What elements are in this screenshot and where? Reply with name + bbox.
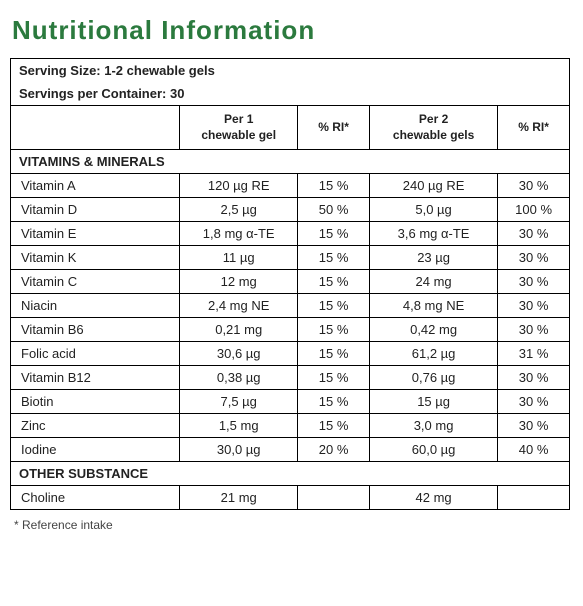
header-ri2: % RI* bbox=[498, 106, 570, 150]
table-cell: Vitamin B12 bbox=[11, 366, 180, 390]
table-row: Vitamin A120 µg RE15 %240 µg RE30 % bbox=[11, 174, 570, 198]
nutrition-table: Serving Size: 1-2 chewable gels Servings… bbox=[10, 58, 570, 510]
table-cell: 60,0 µg bbox=[369, 438, 497, 462]
table-cell: 15 % bbox=[298, 390, 370, 414]
section-other: OTHER SUBSTANCE bbox=[11, 462, 570, 486]
table-row: Biotin7,5 µg15 %15 µg30 % bbox=[11, 390, 570, 414]
table-cell: 15 % bbox=[298, 294, 370, 318]
table-cell: 1,8 mg α-TE bbox=[180, 222, 298, 246]
serving-size: Serving Size: 1-2 chewable gels bbox=[11, 59, 570, 83]
table-cell: 15 % bbox=[298, 414, 370, 438]
table-cell: Iodine bbox=[11, 438, 180, 462]
table-row: Vitamin D2,5 µg50 %5,0 µg100 % bbox=[11, 198, 570, 222]
table-cell: 30 % bbox=[498, 222, 570, 246]
section-other-label: OTHER SUBSTANCE bbox=[11, 462, 570, 486]
table-row: Vitamin E1,8 mg α-TE15 %3,6 mg α-TE30 % bbox=[11, 222, 570, 246]
table-cell bbox=[298, 486, 370, 510]
table-cell: 2,4 mg NE bbox=[180, 294, 298, 318]
table-cell: 23 µg bbox=[369, 246, 497, 270]
table-cell: 21 mg bbox=[180, 486, 298, 510]
table-cell: 120 µg RE bbox=[180, 174, 298, 198]
table-cell: 240 µg RE bbox=[369, 174, 497, 198]
table-cell: Vitamin B6 bbox=[11, 318, 180, 342]
header-row: Per 1chewable gel % RI* Per 2chewable ge… bbox=[11, 106, 570, 150]
table-cell: Vitamin K bbox=[11, 246, 180, 270]
table-cell: 100 % bbox=[498, 198, 570, 222]
table-cell: 42 mg bbox=[369, 486, 497, 510]
table-row: Vitamin B120,38 µg15 %0,76 µg30 % bbox=[11, 366, 570, 390]
table-cell: 24 mg bbox=[369, 270, 497, 294]
header-per1: Per 1chewable gel bbox=[180, 106, 298, 150]
table-cell: 30 % bbox=[498, 246, 570, 270]
header-blank bbox=[11, 106, 180, 150]
section-vitamins: VITAMINS & MINERALS bbox=[11, 150, 570, 174]
table-row: Niacin2,4 mg NE15 %4,8 mg NE30 % bbox=[11, 294, 570, 318]
table-cell: 30 % bbox=[498, 366, 570, 390]
table-cell: 4,8 mg NE bbox=[369, 294, 497, 318]
table-cell: 30 % bbox=[498, 390, 570, 414]
table-cell: 15 % bbox=[298, 174, 370, 198]
table-row: Vitamin C12 mg15 %24 mg30 % bbox=[11, 270, 570, 294]
serving-size-row: Serving Size: 1-2 chewable gels bbox=[11, 59, 570, 83]
table-cell: 15 % bbox=[298, 366, 370, 390]
servings-per-row: Servings per Container: 30 bbox=[11, 82, 570, 106]
table-cell: 3,0 mg bbox=[369, 414, 497, 438]
table-cell: 20 % bbox=[298, 438, 370, 462]
table-cell: 15 % bbox=[298, 246, 370, 270]
table-cell: 31 % bbox=[498, 342, 570, 366]
header-ri1: % RI* bbox=[298, 106, 370, 150]
table-cell: Biotin bbox=[11, 390, 180, 414]
table-cell: Vitamin A bbox=[11, 174, 180, 198]
table-cell: 1,5 mg bbox=[180, 414, 298, 438]
table-row: Vitamin K11 µg15 %23 µg30 % bbox=[11, 246, 570, 270]
table-cell: Vitamin E bbox=[11, 222, 180, 246]
table-cell: 0,76 µg bbox=[369, 366, 497, 390]
table-cell: 0,38 µg bbox=[180, 366, 298, 390]
table-cell: Choline bbox=[11, 486, 180, 510]
table-cell: Vitamin D bbox=[11, 198, 180, 222]
table-cell: 40 % bbox=[498, 438, 570, 462]
table-cell: 15 % bbox=[298, 342, 370, 366]
section-vitamins-label: VITAMINS & MINERALS bbox=[11, 150, 570, 174]
table-cell: 30,6 µg bbox=[180, 342, 298, 366]
page-title: Nutritional Information bbox=[12, 15, 573, 46]
table-row: Vitamin B60,21 mg15 %0,42 mg30 % bbox=[11, 318, 570, 342]
header-per2: Per 2chewable gels bbox=[369, 106, 497, 150]
table-cell: 30 % bbox=[498, 294, 570, 318]
table-cell: 30,0 µg bbox=[180, 438, 298, 462]
table-cell: 15 % bbox=[298, 222, 370, 246]
table-cell: Zinc bbox=[11, 414, 180, 438]
table-cell: 30 % bbox=[498, 270, 570, 294]
table-cell: 5,0 µg bbox=[369, 198, 497, 222]
table-cell: 15 % bbox=[298, 318, 370, 342]
table-cell: 11 µg bbox=[180, 246, 298, 270]
servings-per-container: Servings per Container: 30 bbox=[11, 82, 570, 106]
table-cell: Folic acid bbox=[11, 342, 180, 366]
table-cell: 0,21 mg bbox=[180, 318, 298, 342]
table-cell: 61,2 µg bbox=[369, 342, 497, 366]
table-cell: 3,6 mg α-TE bbox=[369, 222, 497, 246]
table-cell: 15 µg bbox=[369, 390, 497, 414]
table-row: Zinc1,5 mg15 %3,0 mg30 % bbox=[11, 414, 570, 438]
table-cell: 0,42 mg bbox=[369, 318, 497, 342]
table-cell: 30 % bbox=[498, 318, 570, 342]
table-cell: 50 % bbox=[298, 198, 370, 222]
table-cell: 30 % bbox=[498, 414, 570, 438]
table-cell: 12 mg bbox=[180, 270, 298, 294]
footnote: * Reference intake bbox=[14, 518, 573, 532]
table-cell bbox=[498, 486, 570, 510]
table-cell: 2,5 µg bbox=[180, 198, 298, 222]
table-cell: 30 % bbox=[498, 174, 570, 198]
table-row: Folic acid30,6 µg15 %61,2 µg31 % bbox=[11, 342, 570, 366]
table-cell: 15 % bbox=[298, 270, 370, 294]
table-cell: Niacin bbox=[11, 294, 180, 318]
table-cell: Vitamin C bbox=[11, 270, 180, 294]
table-row: Iodine30,0 µg20 %60,0 µg40 % bbox=[11, 438, 570, 462]
table-cell: 7,5 µg bbox=[180, 390, 298, 414]
table-row: Choline21 mg 42 mg bbox=[11, 486, 570, 510]
